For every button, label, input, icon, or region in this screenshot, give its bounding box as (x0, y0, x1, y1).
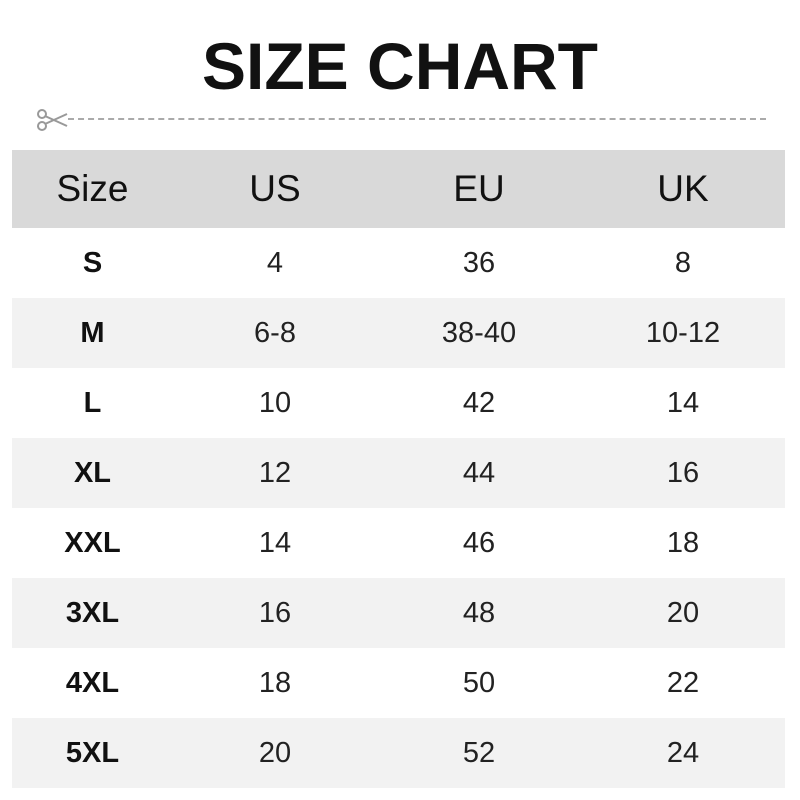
cell-eu: 50 (462, 666, 496, 699)
cell-us: 12 (173, 438, 377, 508)
cell-eu: 46 (462, 526, 496, 559)
cell-uk: 8 (674, 246, 692, 279)
cut-line (36, 108, 766, 131)
cell-us: 14 (258, 526, 292, 559)
cell-us: 20 (173, 718, 377, 788)
cell-size: XXL (64, 526, 121, 559)
cell-uk: 16 (581, 438, 785, 508)
cell-uk: 20 (581, 578, 785, 648)
cell-us: 4 (266, 246, 284, 279)
header-row: Size US EU UK (12, 150, 785, 228)
cell-size: S (82, 246, 103, 279)
table-row: 3XL 16 48 20 (12, 578, 785, 648)
table-row: 5XL 20 52 24 (12, 718, 785, 788)
cell-us: 16 (173, 578, 377, 648)
table-row: M 6-8 38-40 10-12 (12, 298, 785, 368)
table-row: S 4 36 8 (12, 228, 785, 298)
cell-eu: 48 (377, 578, 581, 648)
header-eu: EU (377, 150, 581, 228)
header-size: Size (12, 150, 173, 228)
cell-uk: 10-12 (581, 298, 785, 368)
cell-us: 10 (258, 386, 292, 419)
cell-size: 5XL (12, 718, 173, 788)
cell-us: 18 (258, 666, 292, 699)
table-row: XL 12 44 16 (12, 438, 785, 508)
cell-size: 4XL (65, 666, 120, 699)
cell-size: XL (12, 438, 173, 508)
cell-eu: 42 (462, 386, 496, 419)
page-title: SIZE CHART (202, 29, 598, 103)
table-row: L 10 42 14 (12, 368, 785, 438)
size-table: Size US EU UK S 4 36 8 M 6-8 38-40 10-12 L 10 42 14… (12, 150, 785, 788)
cell-us: 6-8 (173, 298, 377, 368)
cell-size: 3XL (12, 578, 173, 648)
cell-uk: 22 (666, 666, 700, 699)
table-row: XXL 14 46 18 (12, 508, 785, 578)
cell-uk: 14 (666, 386, 700, 419)
cell-eu: 44 (377, 438, 581, 508)
header-us: US (173, 150, 377, 228)
cell-uk: 18 (666, 526, 700, 559)
header-uk: UK (581, 150, 785, 228)
cell-eu: 38-40 (377, 298, 581, 368)
scissors-icon (37, 109, 68, 131)
cell-size: M (12, 298, 173, 368)
cell-eu: 36 (462, 246, 496, 279)
table-row: 4XL 18 50 22 (12, 648, 785, 718)
cell-size: L (83, 386, 102, 419)
cell-uk: 24 (581, 718, 785, 788)
dashed-line (68, 118, 766, 120)
cell-eu: 52 (377, 718, 581, 788)
